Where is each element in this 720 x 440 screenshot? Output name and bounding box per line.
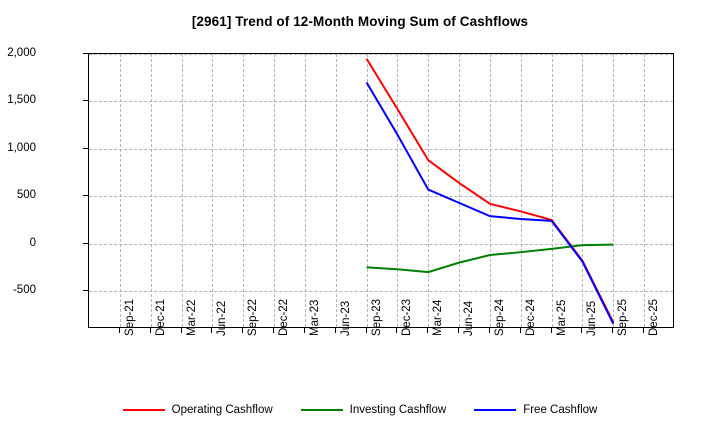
gridline-horizontal <box>89 148 673 150</box>
x-tick-label: Dec-22 <box>278 298 291 336</box>
x-tick-label: Dec-24 <box>524 298 537 336</box>
legend-item[interactable]: Free Cashflow <box>474 404 597 416</box>
y-tick-label: 1,500 <box>7 94 36 107</box>
gridline-horizontal <box>89 291 673 293</box>
gridline-vertical <box>335 54 337 327</box>
x-tick-mark <box>612 328 614 333</box>
x-tick-mark <box>458 328 460 333</box>
y-tick-mark <box>83 195 88 197</box>
x-tick-label: Dec-23 <box>401 298 414 336</box>
x-tick-mark <box>180 328 182 333</box>
x-tick-mark <box>334 328 336 333</box>
x-tick-label: Dec-25 <box>648 298 661 336</box>
x-tick-label: Jun-22 <box>216 300 229 336</box>
legend-swatch <box>122 409 165 411</box>
y-tick-label: 500 <box>16 189 36 202</box>
y-tick-label: 0 <box>29 236 36 249</box>
x-tick-label: Sep-25 <box>617 298 630 336</box>
legend-label: Operating Cashflow <box>171 404 273 416</box>
x-tick-label: Mar-25 <box>555 299 568 336</box>
gridline-vertical <box>274 54 276 327</box>
legend-item[interactable]: Investing Cashflow <box>300 404 447 416</box>
x-tick-label: Sep-23 <box>370 298 383 336</box>
x-tick-mark <box>118 328 120 333</box>
x-tick-mark <box>303 328 305 333</box>
y-tick-label: 1,000 <box>7 141 36 154</box>
gridline-vertical <box>119 54 121 327</box>
x-tick-mark <box>581 328 583 333</box>
x-tick-label: Mar-22 <box>185 299 198 336</box>
x-tick-label: Mar-24 <box>432 299 445 336</box>
y-tick-mark <box>83 290 88 292</box>
gridline-vertical <box>181 54 183 327</box>
x-tick-label: Jun-24 <box>463 300 476 336</box>
gridline-vertical <box>304 54 306 327</box>
gridline-horizontal <box>89 54 673 55</box>
y-tick-mark <box>83 53 88 54</box>
legend-swatch <box>300 409 343 411</box>
x-tick-mark <box>396 328 398 333</box>
x-tick-label: Mar-23 <box>308 299 321 336</box>
gridline-vertical <box>397 54 399 327</box>
series-line <box>365 58 615 323</box>
x-tick-mark <box>211 328 213 333</box>
legend-swatch <box>474 409 517 411</box>
gridline-vertical <box>644 54 646 327</box>
gridline-vertical <box>212 54 214 327</box>
legend-item[interactable]: Operating Cashflow <box>122 404 273 416</box>
x-tick-label: Sep-24 <box>493 298 506 336</box>
gridline-horizontal <box>89 196 673 198</box>
gridline-horizontal <box>89 243 673 245</box>
y-tick-label: 2,000 <box>7 47 36 59</box>
series-line <box>365 81 615 325</box>
gridline-vertical <box>582 54 584 327</box>
x-tick-label: Dec-21 <box>154 298 167 336</box>
gridline-vertical <box>520 54 522 327</box>
x-tick-mark <box>273 328 275 333</box>
x-tick-mark <box>519 328 521 333</box>
legend-label: Free Cashflow <box>523 404 598 416</box>
gridline-vertical <box>243 54 245 327</box>
series-line <box>366 243 614 274</box>
chart-legend: Operating Cashflow Investing Cashflow Free… <box>0 404 720 416</box>
y-tick-mark <box>83 100 88 102</box>
plot-area <box>88 53 674 328</box>
gridline-vertical <box>459 54 461 327</box>
y-tick-mark <box>83 242 88 244</box>
x-tick-mark <box>643 328 645 333</box>
x-tick-label: Jun-25 <box>586 300 599 336</box>
x-tick-mark <box>488 328 490 333</box>
gridline-vertical <box>489 54 491 327</box>
x-tick-label: Jun-23 <box>339 300 352 336</box>
gridline-horizontal <box>89 101 673 103</box>
x-tick-mark <box>550 328 552 333</box>
y-tick-mark <box>83 147 88 149</box>
chart-title: [2961] Trend of 12-Month Moving Sum of C… <box>191 14 529 29</box>
x-tick-label: Sep-22 <box>247 298 260 336</box>
x-tick-mark <box>242 328 244 333</box>
y-tick-label: -500 <box>12 284 36 297</box>
series-layer <box>365 58 615 325</box>
gridline-vertical <box>613 54 615 327</box>
legend-label: Investing Cashflow <box>349 404 447 416</box>
x-tick-mark <box>365 328 367 333</box>
gridline-vertical <box>150 54 152 327</box>
gridline-vertical <box>366 54 368 327</box>
x-tick-mark <box>149 328 151 333</box>
gridline-vertical <box>551 54 553 327</box>
x-tick-mark <box>427 328 429 333</box>
x-tick-label: Sep-21 <box>123 298 136 336</box>
